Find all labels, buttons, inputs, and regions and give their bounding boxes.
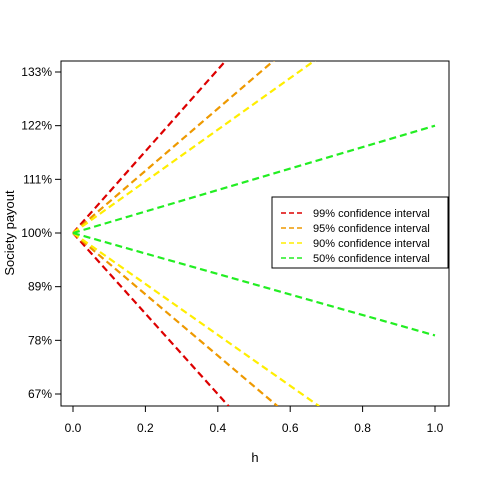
y-tick-label: 111% — [23, 172, 52, 186]
x-tick-label: 0.6 — [282, 421, 299, 435]
y-axis-title: Society payout — [2, 190, 17, 276]
series-line-2-lower — [72, 232, 279, 406]
x-tick-label: 0.2 — [137, 421, 154, 435]
series-line-4-upper — [72, 124, 436, 235]
y-tick-label: 122% — [21, 119, 52, 133]
y-axis: 67% 78% 89% 100% 111% 122% 133% — [21, 65, 61, 401]
x-tick-label: 0.4 — [209, 421, 226, 435]
legend-label: 90% confidence interval — [313, 238, 430, 250]
series-line-2-upper — [72, 61, 275, 234]
legend-label: 50% confidence interval — [313, 253, 430, 265]
y-tick-label: 89% — [28, 280, 52, 294]
legend: 99% confidence interval 95% confidence in… — [271, 196, 449, 269]
legend-label: 99% confidence interval — [313, 208, 430, 220]
y-tick-label: 133% — [21, 65, 52, 79]
series-layer — [72, 61, 436, 406]
x-axis-title: h — [251, 450, 258, 465]
x-axis: 0.0 0.2 0.4 0.6 0.8 1.0 — [65, 406, 444, 435]
y-tick-label: 67% — [28, 387, 52, 401]
series-line-1-upper — [72, 61, 227, 234]
x-tick-label: 1.0 — [427, 421, 444, 435]
legend-label: 95% confidence interval — [313, 223, 430, 235]
series-line-4-lower — [72, 231, 436, 337]
y-tick-label: 78% — [28, 333, 52, 347]
series-line-1-lower — [72, 232, 230, 406]
y-tick-label: 100% — [21, 226, 52, 240]
series-line-3-upper — [72, 61, 316, 234]
x-tick-label: 0.0 — [65, 421, 82, 435]
x-tick-label: 0.8 — [354, 421, 371, 435]
legend-box — [271, 196, 449, 269]
series-line-3-lower — [72, 232, 320, 406]
